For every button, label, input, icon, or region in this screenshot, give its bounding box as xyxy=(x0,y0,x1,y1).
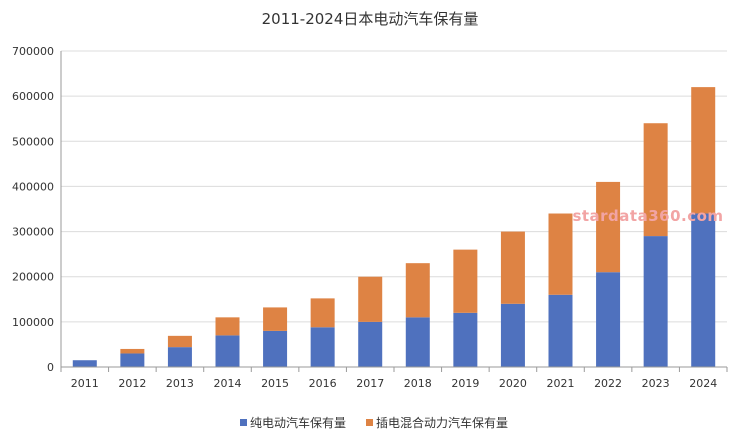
y-tick-label: 200000 xyxy=(12,271,54,284)
y-tick-label: 300000 xyxy=(12,226,54,239)
bar-phev-2020 xyxy=(500,231,525,304)
bar-bev-2016 xyxy=(310,327,335,367)
legend-swatch xyxy=(366,419,373,426)
bar-bev-2012 xyxy=(120,353,145,367)
bar-phev-2024 xyxy=(691,87,716,214)
bar-bev-2011 xyxy=(72,360,97,367)
y-tick-label: 700000 xyxy=(12,45,54,58)
bar-bev-2020 xyxy=(500,303,525,367)
bar-phev-2014 xyxy=(215,317,240,336)
y-tick-label: 400000 xyxy=(12,180,54,193)
bar-bev-2019 xyxy=(453,312,478,367)
watermark-text: stardata360.com xyxy=(572,207,723,225)
bar-phev-2019 xyxy=(453,249,478,313)
bar-bev-2023 xyxy=(643,236,668,367)
legend-item-bev: 纯电动汽车保有量 xyxy=(240,415,346,430)
bar-bev-2024 xyxy=(691,213,716,367)
bar-phev-2012 xyxy=(120,348,145,354)
legend-label: 插电混合动力汽车保有量 xyxy=(376,415,508,430)
x-tick-label: 2011 xyxy=(71,377,99,390)
bar-bev-2015 xyxy=(263,330,288,367)
grid-lines xyxy=(61,50,727,323)
bar-bev-2013 xyxy=(167,347,192,367)
y-tick-label: 0 xyxy=(47,361,54,374)
chart-title: 2011-2024日本电动汽车保有量 xyxy=(262,10,479,28)
y-tick-label: 500000 xyxy=(12,135,54,148)
x-tick-label: 2016 xyxy=(309,377,337,390)
bar-phev-2017 xyxy=(358,276,383,322)
y-tick-label: 600000 xyxy=(12,90,54,103)
bar-bev-2018 xyxy=(405,317,430,367)
bar-bev-2021 xyxy=(548,294,573,367)
bar-phev-2013 xyxy=(167,335,192,348)
bar-phev-2015 xyxy=(263,307,288,331)
x-tick-label: 2017 xyxy=(356,377,384,390)
x-tick-label: 2013 xyxy=(166,377,194,390)
x-tick-label: 2012 xyxy=(118,377,146,390)
bar-phev-2021 xyxy=(548,213,573,295)
legend: 纯电动汽车保有量 插电混合动力汽车保有量 xyxy=(240,415,508,430)
x-tick-label: 2014 xyxy=(214,377,242,390)
x-axis: 2011 2012 2013 2014 2015 2016 2017 2018 2019 2020… xyxy=(60,366,728,390)
x-tick-label: 2023 xyxy=(642,377,670,390)
x-tick-label: 2022 xyxy=(594,377,622,390)
bars xyxy=(72,87,716,367)
bar-bev-2017 xyxy=(358,321,383,367)
x-tick-label: 2019 xyxy=(451,377,479,390)
bar-bev-2014 xyxy=(215,335,240,367)
legend-label: 纯电动汽车保有量 xyxy=(250,415,346,430)
bar-phev-2016 xyxy=(310,298,335,328)
legend-swatch xyxy=(240,419,247,426)
bar-phev-2023 xyxy=(643,123,668,237)
bar-phev-2022 xyxy=(596,181,621,273)
legend-item-phev: 插电混合动力汽车保有量 xyxy=(366,415,508,430)
y-axis: 0 100000 200000 300000 400000 500000 600000 700… xyxy=(12,45,62,374)
bar-phev-2018 xyxy=(405,263,430,318)
x-tick-label: 2020 xyxy=(499,377,527,390)
y-tick-label: 100000 xyxy=(12,316,54,329)
bar-bev-2022 xyxy=(596,272,621,367)
x-tick-label: 2018 xyxy=(404,377,432,390)
x-tick-label: 2021 xyxy=(547,377,575,390)
x-tick-label: 2024 xyxy=(689,377,717,390)
x-tick-label: 2015 xyxy=(261,377,289,390)
